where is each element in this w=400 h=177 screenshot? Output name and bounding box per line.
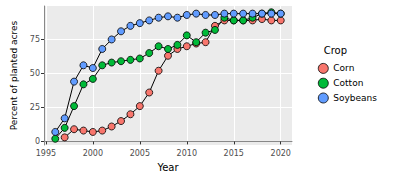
svg-text:Year: Year — [156, 162, 179, 173]
svg-text:2000: 2000 — [83, 149, 103, 158]
svg-text:0: 0 — [35, 137, 40, 146]
svg-text:2010: 2010 — [177, 149, 197, 158]
svg-text:Corn: Corn — [333, 63, 354, 73]
svg-text:2005: 2005 — [130, 149, 150, 158]
svg-text:75: 75 — [30, 35, 40, 44]
svg-text:25: 25 — [30, 103, 40, 112]
svg-text:Crop: Crop — [324, 45, 347, 56]
svg-text:50: 50 — [30, 69, 40, 78]
svg-text:Soybeans: Soybeans — [333, 93, 377, 103]
svg-text:1995: 1995 — [36, 149, 56, 158]
svg-text:Percent of planted acres: Percent of planted acres — [9, 20, 19, 130]
svg-text:Cotton: Cotton — [333, 78, 363, 88]
svg-text:2020: 2020 — [271, 149, 291, 158]
svg-text:2015: 2015 — [224, 149, 244, 158]
